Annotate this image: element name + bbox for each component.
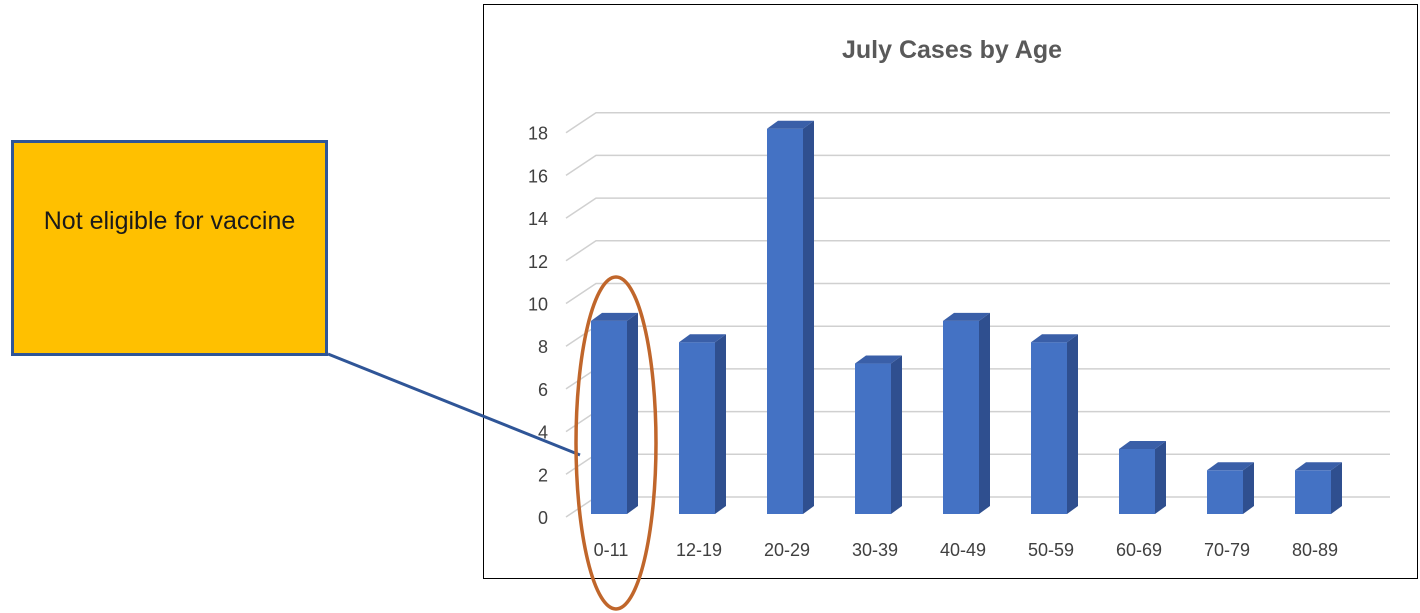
x-tick-label: 20-29	[764, 540, 810, 560]
bar-side	[979, 312, 990, 514]
x-tick-label: 0-11	[594, 540, 629, 560]
bar-side	[1331, 462, 1342, 514]
y-tick-label: 2	[538, 465, 548, 485]
bar-front	[679, 342, 715, 514]
gridline	[565, 111, 1390, 134]
y-tick-label: 14	[528, 209, 548, 229]
bar-50-59	[1031, 334, 1078, 514]
y-tick-label: 10	[528, 295, 548, 315]
bar-20-29	[767, 120, 814, 514]
x-axis-tick-labels: 0-11 12-19 20-29 30-39 40-49 50-59 60-69 70-79 8…	[594, 540, 1338, 560]
x-tick-label: 40-49	[940, 540, 986, 560]
gridline	[565, 197, 1390, 219]
x-tick-label: 12-19	[676, 540, 722, 560]
bar-40-49	[943, 312, 990, 514]
bar-front	[1207, 470, 1243, 514]
bar-front	[1295, 470, 1331, 514]
bar-front	[855, 363, 891, 514]
y-tick-label: 18	[528, 124, 548, 144]
bar-top	[943, 312, 990, 321]
bar-60-69	[1119, 440, 1166, 514]
bar-front	[1031, 342, 1067, 514]
bar-top	[1031, 334, 1078, 343]
gridline	[565, 154, 1390, 177]
bar-side	[1067, 334, 1078, 514]
x-tick-label: 30-39	[852, 540, 898, 560]
x-tick-label: 80-89	[1292, 540, 1338, 560]
bar-12-19	[679, 334, 726, 514]
chart-title: July Cases by Age	[842, 36, 1062, 64]
bar-side	[1155, 440, 1166, 514]
bar-side	[1243, 462, 1254, 514]
bar-0-11	[591, 312, 638, 514]
y-axis-tick-labels: 0 2 4 6 8 10 12 14 16 18	[528, 124, 548, 528]
y-tick-label: 4	[538, 423, 548, 443]
y-tick-label: 16	[528, 166, 548, 186]
bar-side	[891, 355, 902, 514]
bar-top	[855, 355, 902, 364]
bar-80-89	[1295, 462, 1342, 514]
bar-front	[1119, 448, 1155, 514]
bar-front	[767, 128, 803, 514]
bar-top	[679, 334, 726, 343]
y-tick-label: 6	[538, 380, 548, 400]
x-tick-label: 70-79	[1204, 540, 1250, 560]
bar-top	[1119, 440, 1166, 449]
bar-top	[767, 120, 814, 129]
bar-top	[1295, 462, 1342, 471]
x-tick-label: 60-69	[1116, 540, 1162, 560]
bar-side	[715, 334, 726, 514]
gridline	[565, 282, 1390, 305]
x-tick-label: 50-59	[1028, 540, 1074, 560]
bar-top	[1207, 462, 1254, 471]
gridline	[565, 240, 1390, 262]
callout-box: Not eligible for vaccine	[11, 140, 328, 356]
y-tick-label: 8	[538, 337, 548, 357]
bar-30-39	[855, 355, 902, 514]
callout-text: Not eligible for vaccine	[43, 207, 296, 235]
bar-side	[627, 312, 638, 514]
y-tick-label: 0	[538, 508, 548, 528]
bar-front	[591, 320, 627, 514]
y-tick-label: 12	[528, 252, 548, 272]
bar-side	[803, 120, 814, 514]
bar-front	[943, 320, 979, 514]
bar-70-79	[1207, 462, 1254, 514]
